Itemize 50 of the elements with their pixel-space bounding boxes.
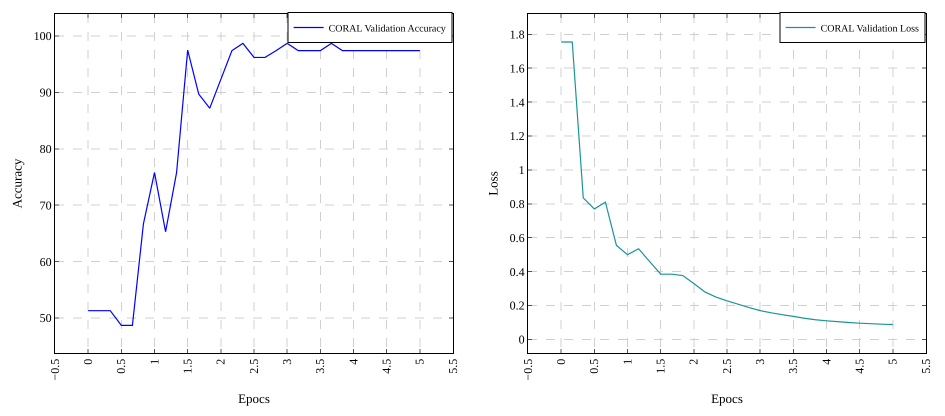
- y-tick-label: 0.8: [510, 197, 525, 212]
- y-tick-label: 0.4: [510, 264, 525, 279]
- line-series: [560, 41, 894, 326]
- x-tick-label: 0.5: [587, 358, 602, 374]
- y-tick-label: 0: [518, 332, 525, 347]
- x-tick-label: −0.5: [520, 358, 535, 381]
- x-tick-label: 5: [886, 358, 900, 365]
- y-tick-label: 1.4: [510, 95, 525, 110]
- x-tick-label: 5.5: [918, 358, 933, 374]
- y-tick-label: 1.2: [510, 129, 525, 144]
- x-tick-label: 3.5: [313, 358, 328, 374]
- x-tick-label: 2: [686, 358, 701, 365]
- y-tick-label: 80: [40, 142, 52, 156]
- x-tick-label: 2.5: [246, 358, 261, 374]
- x-tick-label: 1: [620, 358, 634, 365]
- x-tick-label: 0.5: [114, 358, 128, 374]
- legend-label: CORAL Validation Loss: [820, 23, 920, 34]
- x-tick-label: 3: [753, 358, 768, 365]
- x-tick-label: 1.5: [654, 358, 668, 374]
- x-tick-label: 5.5: [446, 358, 460, 374]
- legend-label: CORAL Validation Accuracy: [328, 23, 446, 34]
- y-tick-label: 1: [518, 163, 525, 178]
- y-axis-title: Accuracy: [10, 158, 25, 208]
- x-tick-label: −0.5: [48, 358, 62, 381]
- y-tick-label: 90: [40, 86, 52, 100]
- x-tick-label: 2.5: [720, 358, 734, 374]
- x-tick-label: 0: [81, 358, 96, 365]
- y-tick-label: 50: [40, 311, 52, 326]
- x-tick-label: 4: [346, 358, 360, 365]
- y-tick-label: 1.6: [510, 61, 525, 76]
- y-tick-label: 70: [40, 198, 52, 212]
- y-tick-label: 1.8: [510, 28, 525, 42]
- x-tick-label: 4.5: [852, 358, 867, 374]
- x-tick-label: 4: [819, 358, 834, 365]
- y-axis-title: Loss: [486, 171, 501, 196]
- x-tick-label: 3.5: [786, 358, 800, 374]
- x-axis-title: Epocs: [711, 391, 743, 406]
- y-tick-label: 0.6: [510, 230, 525, 245]
- x-tick-label: 1: [147, 358, 162, 365]
- x-tick-label: 4.5: [380, 358, 394, 374]
- x-tick-label: 3: [280, 358, 294, 365]
- y-tick-label: 60: [40, 254, 52, 269]
- line-series: [88, 42, 420, 326]
- x-tick-label: 1.5: [180, 358, 195, 374]
- y-tick-label: 100: [34, 29, 52, 44]
- x-tick-label: 0: [554, 358, 568, 365]
- x-axis-title: Epocs: [238, 391, 270, 406]
- x-tick-label: 2: [214, 358, 228, 365]
- x-tick-label: 5: [412, 358, 427, 365]
- y-tick-label: 0.2: [510, 298, 525, 313]
